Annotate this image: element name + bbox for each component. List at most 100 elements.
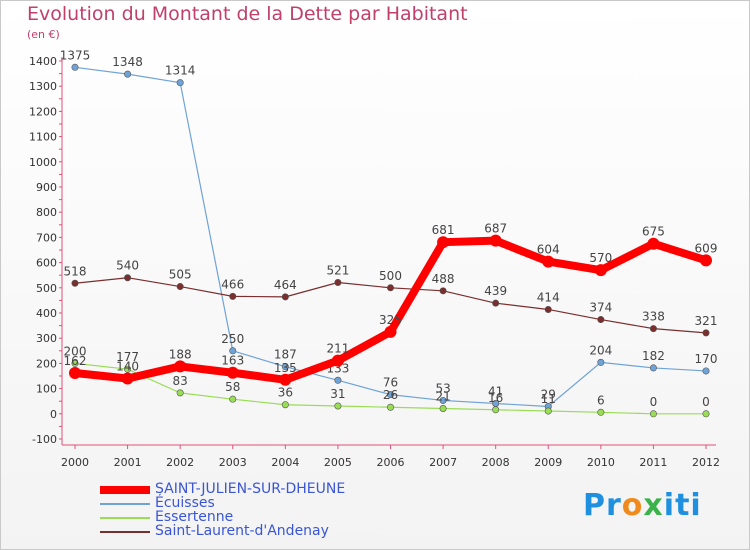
data-point — [176, 389, 184, 397]
y-tick-label: 700 — [36, 231, 57, 244]
data-point — [439, 396, 447, 404]
data-label: 681 — [432, 223, 455, 237]
chart-subtitle: (en €) — [27, 28, 60, 41]
y-tick-label: 400 — [36, 307, 57, 320]
data-point — [226, 366, 239, 379]
data-label: 0 — [650, 395, 658, 409]
data-point — [384, 325, 397, 338]
x-tick-label: 2007 — [429, 456, 457, 469]
data-point — [544, 305, 552, 313]
data-label: 488 — [432, 272, 455, 286]
data-point — [700, 254, 712, 267]
data-point — [176, 283, 184, 291]
chart-title: Evolution du Montant de la Dette par Hab… — [27, 3, 468, 25]
proxiti-logo: Proxiti — [583, 488, 702, 523]
legend-label: Essertenne — [155, 509, 234, 525]
data-point — [124, 70, 132, 78]
logo-part-2: o — [621, 488, 644, 523]
data-point — [124, 274, 132, 282]
y-tick-label: 1300 — [29, 80, 57, 93]
data-point — [597, 358, 605, 366]
data-label: 374 — [589, 301, 612, 315]
data-point — [334, 402, 342, 410]
data-label: 466 — [221, 277, 244, 291]
data-label: 1375 — [60, 48, 91, 62]
y-tick-label: 1400 — [29, 55, 57, 68]
data-point — [597, 316, 605, 324]
data-label: 675 — [642, 225, 665, 239]
legend-label: Écuisses — [155, 495, 215, 511]
data-point — [279, 373, 292, 386]
y-tick-label: 900 — [36, 181, 57, 194]
data-label: 321 — [695, 314, 718, 328]
legend-swatch — [100, 486, 150, 494]
data-label: 505 — [169, 268, 192, 282]
logo-part-3: x — [643, 488, 664, 523]
data-point — [489, 234, 502, 247]
series-0: 162 140 188 163 135 211 325 681 687 604 570 675 609 — [64, 222, 718, 386]
data-point — [597, 408, 605, 416]
data-point — [121, 372, 134, 385]
data-point — [702, 367, 710, 375]
data-point — [439, 405, 447, 413]
data-point — [229, 395, 237, 403]
data-point — [492, 406, 500, 414]
series-3: 518 540 505 466 464 521 500 488 439 414 374 338 321 — [64, 259, 718, 337]
legend-swatch — [100, 517, 150, 519]
data-label: 609 — [695, 241, 718, 255]
data-label: 325 — [379, 313, 402, 327]
data-label: 58 — [225, 380, 240, 394]
data-label: 41 — [488, 384, 503, 398]
data-label: 200 — [64, 344, 87, 358]
logo-part-4: iti — [663, 488, 702, 523]
data-point — [647, 237, 660, 250]
x-tick-label: 2001 — [114, 456, 142, 469]
data-point — [594, 264, 607, 277]
data-label: 177 — [116, 350, 139, 364]
data-label: 135 — [274, 361, 297, 375]
data-point — [176, 79, 184, 87]
legend-label: Saint-Laurent-d'Andenay — [155, 523, 329, 539]
data-label: 414 — [537, 290, 560, 304]
x-tick-label: 2002 — [166, 456, 194, 469]
y-tick-label: 800 — [36, 206, 57, 219]
data-point — [174, 360, 187, 373]
logo-part-1: Pr — [583, 488, 622, 523]
data-point — [71, 63, 79, 71]
data-point — [229, 347, 237, 355]
data-label: 0 — [702, 395, 710, 409]
data-label: 6 — [597, 393, 605, 407]
data-point — [437, 236, 450, 249]
data-label: 188 — [169, 347, 192, 361]
data-label: 204 — [589, 343, 612, 357]
data-label: 500 — [379, 269, 402, 283]
data-point — [334, 279, 342, 287]
data-label: 140 — [116, 360, 139, 374]
data-point — [439, 287, 447, 295]
data-label: 338 — [642, 310, 665, 324]
legend-swatch — [100, 503, 150, 505]
data-label: 16 — [488, 391, 503, 405]
data-point — [544, 407, 552, 415]
x-tick-label: 2006 — [377, 456, 405, 469]
data-label: 26 — [383, 388, 398, 402]
y-tick-label: 1000 — [29, 156, 57, 169]
data-label: 36 — [278, 386, 293, 400]
data-point — [702, 410, 710, 418]
data-label: 464 — [274, 278, 297, 292]
data-label: 1348 — [112, 55, 143, 69]
y-tick-label: 0 — [50, 408, 57, 421]
x-tick-label: 2003 — [219, 456, 247, 469]
x-tick-label: 2004 — [271, 456, 299, 469]
data-label: 31 — [330, 387, 345, 401]
y-tick-label: 1200 — [29, 105, 57, 118]
legend-swatch — [100, 531, 150, 533]
data-label: 187 — [274, 348, 297, 362]
data-point — [386, 284, 394, 292]
data-label: 211 — [326, 342, 349, 356]
data-point — [71, 279, 79, 287]
data-label: 518 — [64, 264, 87, 278]
data-label: 83 — [173, 374, 188, 388]
